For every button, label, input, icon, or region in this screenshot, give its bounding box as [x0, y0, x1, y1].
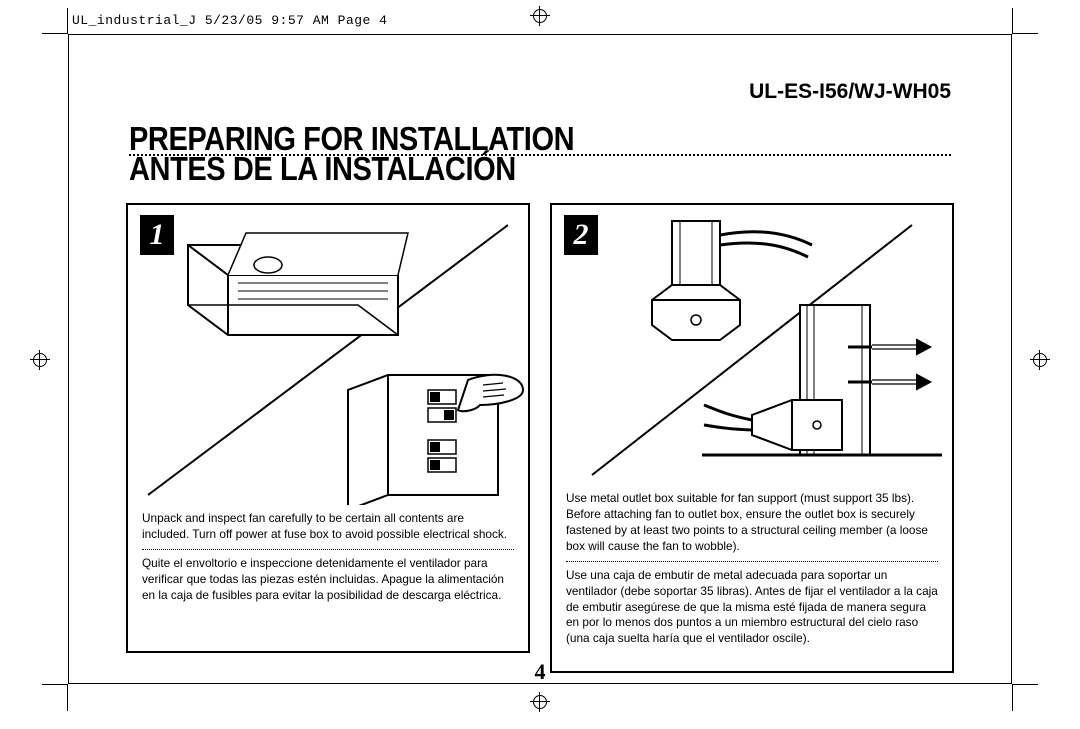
registration-mark — [1030, 350, 1050, 370]
panels-row: 1 — [126, 203, 954, 673]
title-spanish: ANTES DE LA INSTALACIÓN — [129, 150, 516, 188]
illustration-outlet-box-mounting — [552, 205, 952, 485]
crop-mark — [1012, 33, 1038, 34]
registration-mark — [530, 6, 550, 26]
panel-2-text: Use metal outlet box suitable for fan su… — [552, 485, 952, 659]
crop-mark — [67, 685, 68, 711]
illustration-unpack-and-fusebox — [128, 205, 528, 505]
step-number-badge: 1 — [140, 215, 174, 255]
panel-2-text-es: Use una caja de embutir de metal adecuad… — [566, 568, 938, 648]
panel-1-text: Unpack and inspect fan carefully to be c… — [128, 505, 528, 616]
registration-mark — [30, 350, 50, 370]
print-slug: UL_industrial_J 5/23/05 9:57 AM Page 4 — [72, 13, 387, 28]
page-frame: UL-ES-I56/WJ-WH05 PREPARING FOR INSTALLA… — [68, 34, 1012, 684]
crop-mark — [1012, 684, 1038, 685]
model-number: UL-ES-I56/WJ-WH05 — [749, 80, 951, 104]
text-divider — [566, 561, 938, 562]
step-panel-1: 1 — [126, 203, 530, 653]
crop-mark — [1012, 8, 1013, 34]
crop-mark — [67, 8, 68, 34]
panel-1-text-es: Quite el envoltorio e inspeccione deteni… — [142, 556, 514, 604]
crop-mark — [1012, 685, 1013, 711]
panel-2-text-en: Use metal outlet box suitable for fan su… — [566, 491, 938, 555]
text-divider — [142, 549, 514, 550]
step-number-badge: 2 — [564, 215, 598, 255]
step-panel-2: 2 — [550, 203, 954, 673]
panel-1-text-en: Unpack and inspect fan carefully to be c… — [142, 511, 514, 543]
crop-mark — [42, 33, 68, 34]
title-block: PREPARING FOR INSTALLATION ANTES DE LA I… — [129, 120, 951, 188]
crop-mark — [42, 684, 68, 685]
registration-mark — [530, 692, 550, 712]
page-number: 4 — [69, 659, 1011, 685]
